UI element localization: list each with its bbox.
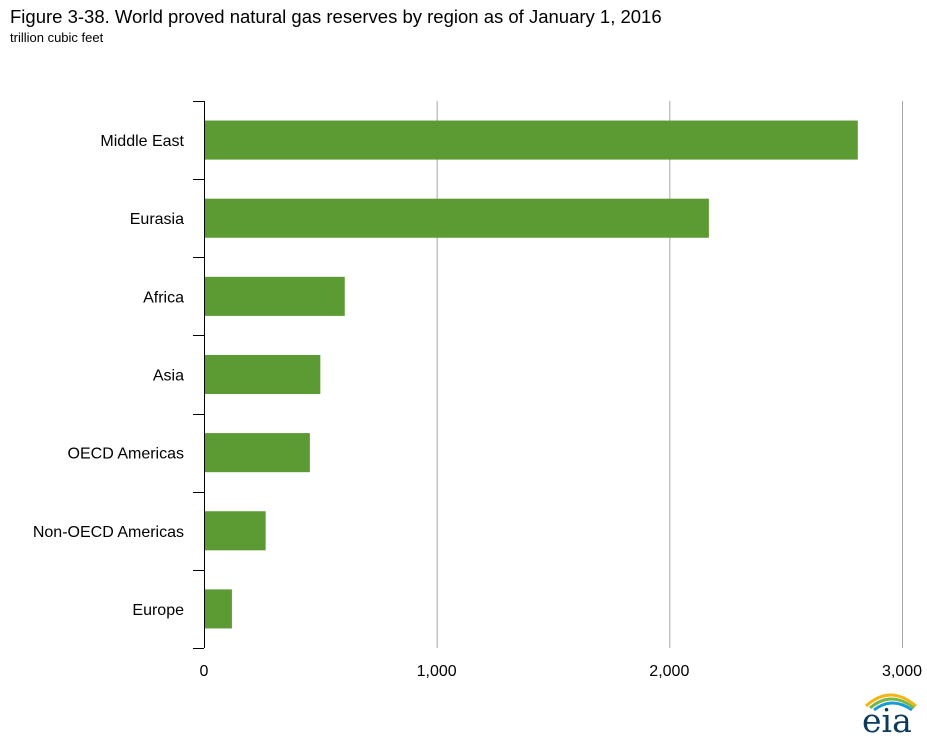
bar-middle-east: [204, 120, 858, 160]
bar-oecd-americas: [204, 433, 310, 473]
category-label: Non-OECD Americas: [33, 524, 184, 541]
logo-text: eia: [862, 701, 912, 736]
category-label: OECD Americas: [68, 446, 184, 463]
chart-title: Figure 3-38. World proved natural gas re…: [10, 6, 662, 27]
bar-eurasia: [204, 198, 709, 238]
chart-subtitle: trillion cubic feet: [10, 30, 104, 45]
eia-logo-icon: eia: [862, 693, 917, 736]
category-label: Eurasia: [130, 211, 184, 228]
bar-asia: [204, 354, 321, 395]
bar-non-oecd-americas: [204, 511, 266, 551]
x-tick-label: 1,000: [417, 663, 457, 680]
category-label: Africa: [143, 289, 184, 306]
category-label: Middle East: [100, 133, 184, 150]
category-label: Asia: [153, 368, 184, 385]
category-label: Europe: [132, 602, 184, 619]
bar-europe: [204, 589, 232, 629]
bar-africa: [204, 276, 345, 316]
x-tick-label: 3,000: [882, 663, 922, 680]
x-tick-label: 0: [200, 663, 209, 680]
x-tick-label: 2,000: [649, 663, 689, 680]
